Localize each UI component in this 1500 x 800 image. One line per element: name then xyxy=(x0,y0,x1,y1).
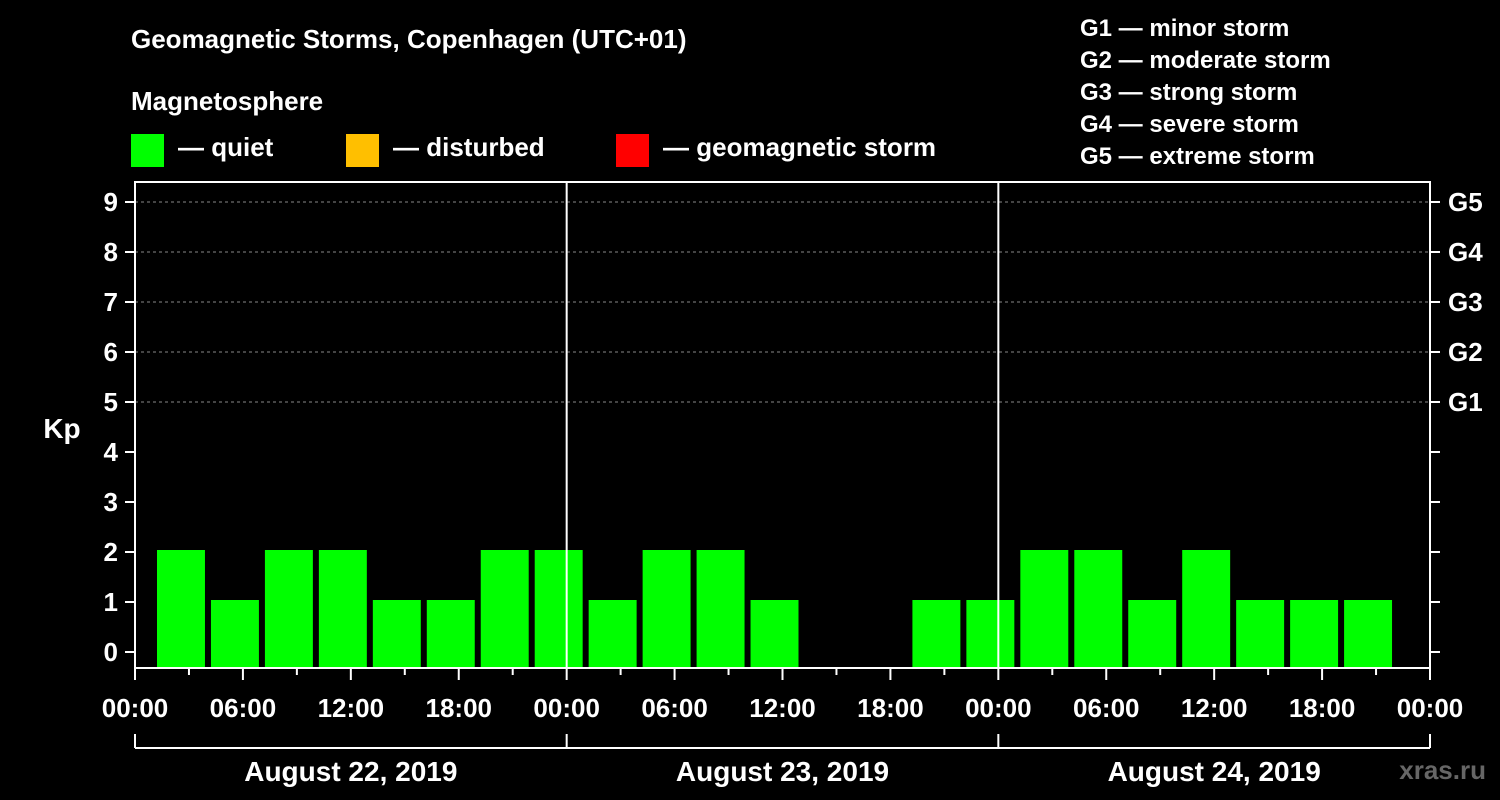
legend-label-storm: — geomagnetic storm xyxy=(663,132,937,162)
g-scale-g1: G1 — minor storm xyxy=(1080,15,1290,42)
kp-bar xyxy=(426,600,475,668)
g-scale-g5: G5 — extreme storm xyxy=(1080,143,1315,170)
x-tick-label: 12:00 xyxy=(318,693,385,723)
y-axis-label: Kp xyxy=(43,413,80,444)
g-level-label: G3 xyxy=(1448,287,1483,317)
y-tick-label: 8 xyxy=(104,237,118,267)
chart-title: Geomagnetic Storms, Copenhagen (UTC+01) xyxy=(131,24,687,54)
y-tick-label: 5 xyxy=(104,387,118,417)
y-tick-label: 4 xyxy=(104,437,119,467)
kp-bar xyxy=(157,550,205,668)
kp-bar xyxy=(642,550,691,668)
x-tick-label: 00:00 xyxy=(965,693,1032,723)
x-tick-label: 00:00 xyxy=(533,693,600,723)
y-tick-label: 3 xyxy=(104,487,118,517)
legend-swatch-quiet xyxy=(131,134,164,167)
g-level-label: G4 xyxy=(1448,237,1483,267)
kp-bar xyxy=(480,550,529,668)
legend-label-disturbed: — disturbed xyxy=(393,132,545,162)
x-tick-label: 18:00 xyxy=(426,693,493,723)
kp-bar xyxy=(1236,600,1285,668)
x-tick-label: 18:00 xyxy=(1289,693,1356,723)
day-label: August 23, 2019 xyxy=(676,756,889,787)
kp-bar xyxy=(1020,550,1069,668)
y-tick-label: 6 xyxy=(104,337,118,367)
legend-swatch-disturbed xyxy=(346,134,379,167)
g-level-label: G1 xyxy=(1448,387,1483,417)
y-tick-label: 0 xyxy=(104,637,118,667)
kp-bar xyxy=(912,600,961,668)
kp-bar xyxy=(750,600,799,668)
day-label: August 24, 2019 xyxy=(1108,756,1321,787)
g-scale-g3: G3 — strong storm xyxy=(1080,79,1298,106)
x-tick-label: 06:00 xyxy=(210,693,277,723)
x-tick-label: 06:00 xyxy=(1073,693,1140,723)
x-tick-label: 12:00 xyxy=(1181,693,1248,723)
kp-bar xyxy=(1074,550,1123,668)
x-tick-label: 00:00 xyxy=(102,693,169,723)
kp-bar xyxy=(1128,600,1177,668)
kp-bar xyxy=(1290,600,1339,668)
x-tick-label: 06:00 xyxy=(641,693,708,723)
kp-bar xyxy=(588,600,637,668)
kp-bar xyxy=(210,600,259,668)
kp-bar xyxy=(534,550,583,668)
kp-bar xyxy=(264,550,313,668)
g-level-label: G5 xyxy=(1448,187,1483,217)
kp-bar xyxy=(372,600,421,668)
kp-bar xyxy=(696,550,745,668)
x-tick-label: 00:00 xyxy=(1397,693,1464,723)
legend-label-quiet: — quiet xyxy=(178,132,274,162)
x-tick-label: 18:00 xyxy=(857,693,924,723)
y-tick-label: 1 xyxy=(104,587,118,617)
y-tick-label: 7 xyxy=(104,287,118,317)
kp-bar xyxy=(1182,550,1231,668)
g-level-label: G2 xyxy=(1448,337,1483,367)
g-scale-g4: G4 — severe storm xyxy=(1080,111,1299,138)
g-scale-g2: G2 — moderate storm xyxy=(1080,47,1331,74)
y-tick-label: 2 xyxy=(104,537,118,567)
day-label: August 22, 2019 xyxy=(244,756,457,787)
kp-bar xyxy=(318,550,367,668)
legend-title: Magnetosphere xyxy=(131,86,324,116)
legend-swatch-storm xyxy=(616,134,649,167)
y-tick-label: 9 xyxy=(104,187,118,217)
x-tick-label: 12:00 xyxy=(749,693,816,723)
watermark: xras.ru xyxy=(1399,755,1486,785)
kp-bar xyxy=(1344,600,1393,668)
kp-bar xyxy=(966,600,1015,668)
